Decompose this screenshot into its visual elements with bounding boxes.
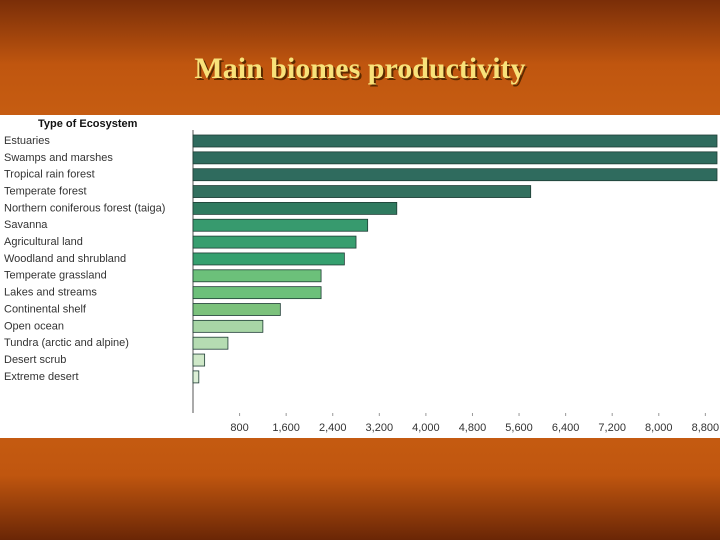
category-label: Continental shelf (4, 303, 87, 315)
x-tick-label: 4,800 (459, 422, 487, 434)
bar (192, 336, 229, 350)
bar (192, 353, 206, 367)
category-label: Desert scrub (4, 354, 66, 366)
bar (192, 286, 322, 300)
category-label: Tundra (arctic and alpine) (4, 337, 129, 349)
bar (192, 134, 718, 148)
bar (192, 218, 369, 232)
category-label: Woodland and shrubland (4, 253, 126, 265)
x-tick-label: 4,000 (412, 422, 440, 434)
x-tick-label: 5,600 (505, 422, 533, 434)
category-label: Estuaries (4, 135, 50, 147)
category-label: Agricultural land (4, 236, 83, 248)
bar (192, 201, 398, 215)
category-label: Lakes and streams (4, 287, 97, 299)
bar (192, 235, 357, 249)
x-tick-label: 1,600 (272, 422, 300, 434)
category-label: Tropical rain forest (4, 169, 95, 181)
axis-title: Type of Ecosystem (38, 118, 138, 130)
bar (192, 168, 718, 182)
category-label: Swamps and marshes (4, 152, 113, 164)
x-tick-label: 2,400 (319, 422, 347, 434)
bar (192, 151, 718, 165)
category-label: Temperate forest (4, 185, 87, 197)
x-tick-label: 800 (230, 422, 248, 434)
bar (192, 185, 532, 198)
category-label: Savanna (4, 219, 48, 231)
bar (192, 303, 281, 316)
bar (192, 269, 322, 283)
category-label: Temperate grassland (4, 270, 107, 282)
x-tick-label: 3,200 (366, 422, 394, 434)
bar (192, 319, 264, 333)
category-label: Extreme desert (4, 371, 79, 383)
x-tick-label: 6,400 (552, 422, 580, 434)
x-tick-label: 8,800 (692, 422, 720, 434)
category-label: Open ocean (4, 320, 64, 332)
x-tick-label: 7,200 (598, 422, 626, 434)
slide-title: Main biomes productivity (194, 52, 525, 85)
x-tick-label: 8,000 (645, 422, 673, 434)
category-label: Northern coniferous forest (taiga) (4, 202, 165, 214)
bar (192, 252, 345, 266)
bar (192, 370, 200, 384)
title-shadow: Main biomes productivity (196, 54, 527, 87)
